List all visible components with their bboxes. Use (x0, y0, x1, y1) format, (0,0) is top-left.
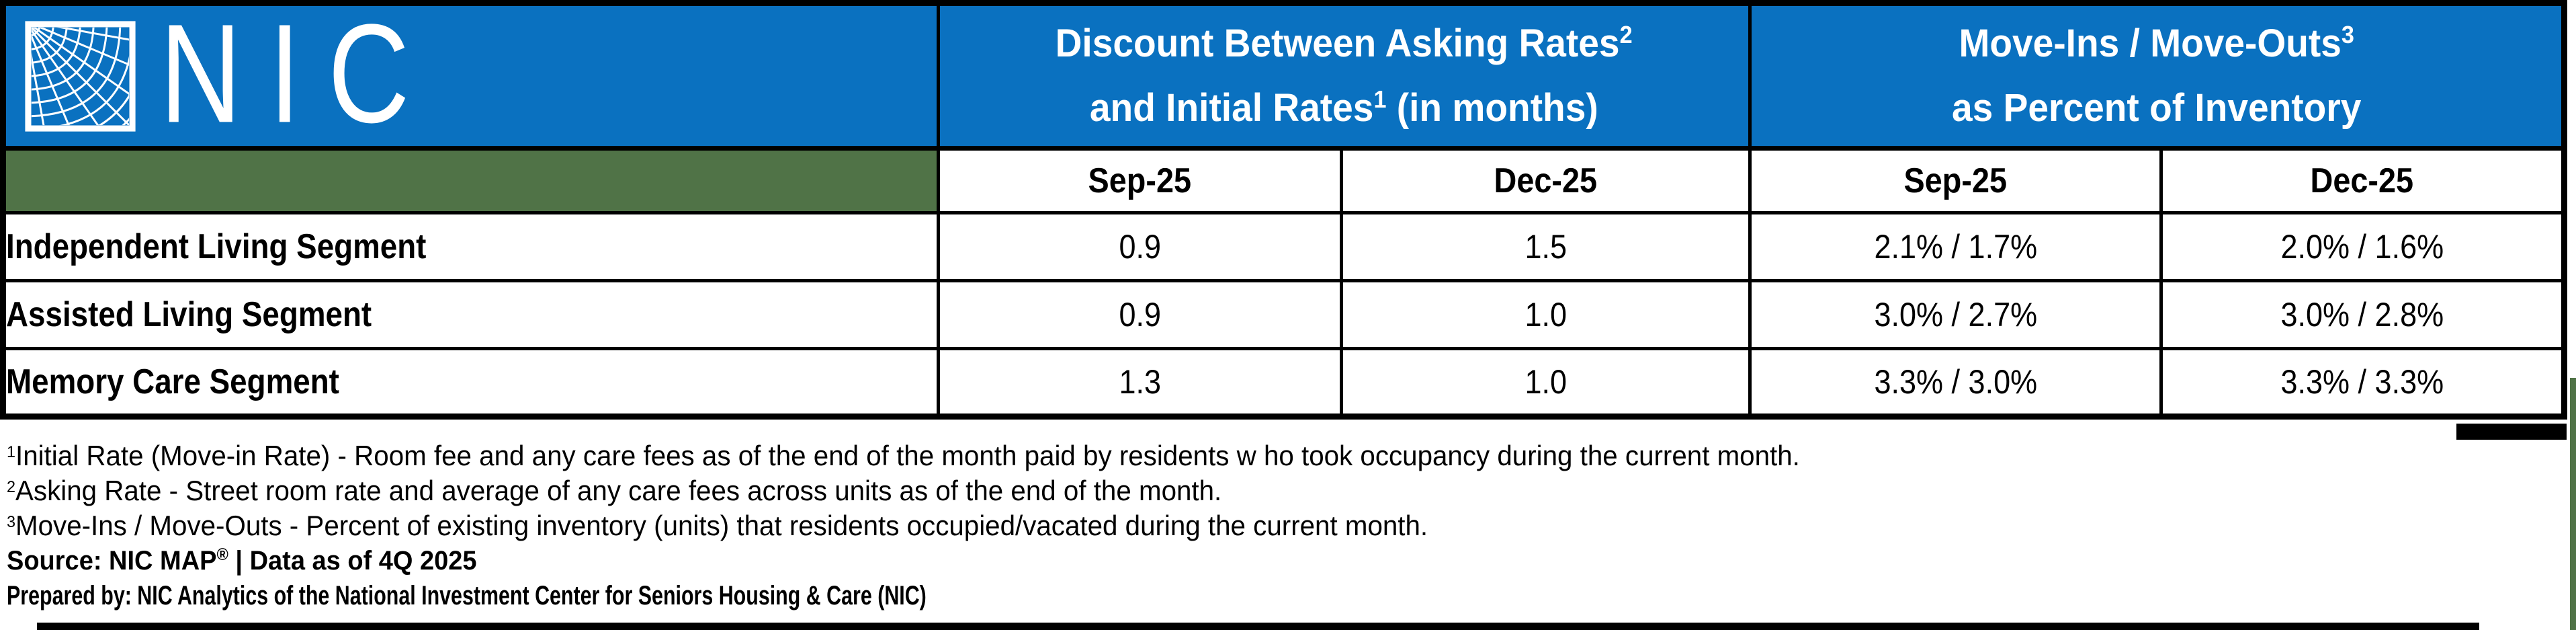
footnote-ref-2: 2 (1619, 21, 1633, 49)
col-header-dec25-discount: Dec-25 (1339, 147, 1752, 214)
col-header-dec25-moves: Dec-25 (2159, 147, 2567, 214)
globe-mesh-icon (25, 20, 136, 132)
table-row-memory-care: Memory Care Segment 1.3 1.0 3.3% / 3.0% … (1, 347, 2567, 420)
group2-line1: Move-Ins / Move-Outs (1959, 22, 2342, 65)
cell-value: 0.9 (937, 211, 1343, 282)
cell-value: 3.0% / 2.8% (2159, 279, 2567, 350)
registered-mark: ® (216, 546, 228, 565)
group-header-discount: Discount Between Asking Rates2 and Initi… (936, 1, 1752, 151)
prepared-by-line: Prepared by: NIC Analytics of the Nation… (7, 581, 927, 611)
logo-cell: NIC (1, 1, 940, 151)
group1-line2a: and Initial Rates (1090, 86, 1374, 130)
footnotes-block: 1Initial Rate (Move-in Rate) - Room fee … (7, 438, 1875, 613)
group1-line1: Discount Between Asking Rates (1056, 22, 1620, 65)
column-header-row: Sep-25 Dec-25 Sep-25 Dec-25 (1, 147, 2567, 214)
bottom-divider-bar (37, 623, 2479, 630)
cell-value: 3.3% / 3.0% (1748, 347, 2163, 420)
cell-value: 1.0 (1339, 279, 1752, 350)
footnote-1: 1Initial Rate (Move-in Rate) - Room fee … (7, 440, 1800, 471)
cell-value: 1.3 (937, 347, 1343, 420)
corner-cell (1, 147, 940, 214)
cell-value: 0.9 (937, 279, 1343, 350)
group-header-row: NIC Discount Between Asking Rates2 and I… (1, 1, 2567, 151)
cell-value: 1.0 (1339, 347, 1752, 420)
footnote-3: 3Move-Ins / Move-Outs - Percent of exist… (7, 510, 1428, 541)
logo-text: NIC (160, 3, 437, 149)
footnote-ref-3: 3 (2341, 21, 2354, 49)
cell-value: 2.0% / 1.6% (2159, 211, 2567, 282)
table-row-independent-living: Independent Living Segment 0.9 1.5 2.1% … (1, 211, 2567, 282)
group-header-moves: Move-Ins / Move-Outs3 as Percent of Inve… (1748, 1, 2567, 151)
metrics-table: NIC Discount Between Asking Rates2 and I… (0, 0, 2568, 420)
cell-value: 2.1% / 1.7% (1748, 211, 2163, 282)
cell-value: 3.3% / 3.3% (2159, 347, 2567, 420)
footnote-ref-1: 1 (1373, 85, 1387, 114)
source-line: Source: NIC MAP® | Data as of 4Q 2025 (7, 546, 477, 576)
col-header-sep25-discount: Sep-25 (937, 147, 1343, 214)
col-header-sep25-moves: Sep-25 (1748, 147, 2163, 214)
nic-logo: NIC (7, 7, 935, 144)
segment-label: Independent Living Segment (1, 211, 940, 282)
group1-line2b: (in months) (1386, 86, 1598, 130)
footnote-2: 2Asking Rate - Street room rate and aver… (7, 475, 1222, 506)
table-row-assisted-living: Assisted Living Segment 0.9 1.0 3.0% / 2… (1, 279, 2567, 350)
group2-line2: as Percent of Inventory (1951, 86, 2362, 130)
segment-label: Assisted Living Segment (1, 279, 940, 350)
cell-value: 3.0% / 2.7% (1748, 279, 2163, 350)
table-border-notch (2456, 424, 2567, 440)
right-edge-green-stripe (2570, 378, 2576, 630)
cell-value: 1.5 (1339, 211, 1752, 282)
segment-label: Memory Care Segment (1, 347, 940, 420)
